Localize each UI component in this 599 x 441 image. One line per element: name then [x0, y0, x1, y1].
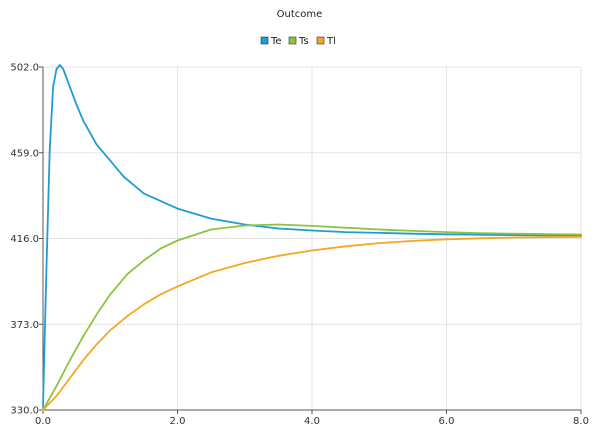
legend-label-tl: Tl — [326, 36, 336, 47]
chart-title: Outcome — [276, 9, 323, 20]
x-tick-label-3: 6.0 — [439, 416, 455, 427]
y-tick-label-1: 373.0 — [10, 320, 39, 331]
legend-swatch-ts — [288, 36, 297, 45]
y-tick-label-4: 502.0 — [10, 63, 39, 74]
legend-label-ts: Ts — [298, 36, 309, 47]
y-tick-label-2: 416.0 — [10, 234, 39, 245]
x-tick-label-0: 0.0 — [35, 416, 51, 427]
y-tick-label-0: 330.0 — [10, 406, 39, 417]
legend-swatch-te — [260, 36, 269, 45]
series-line-tl — [42, 235, 582, 411]
legend-swatch-tl — [316, 36, 325, 45]
series-line-te — [42, 64, 582, 407]
y-tick-label-3: 459.0 — [10, 148, 39, 159]
x-tick-label-1: 2.0 — [170, 416, 186, 427]
legend-label-te: Te — [270, 36, 282, 47]
series-line-ts — [42, 223, 582, 411]
x-tick-label-4: 8.0 — [573, 416, 589, 427]
x-tick-label-2: 4.0 — [304, 416, 320, 427]
